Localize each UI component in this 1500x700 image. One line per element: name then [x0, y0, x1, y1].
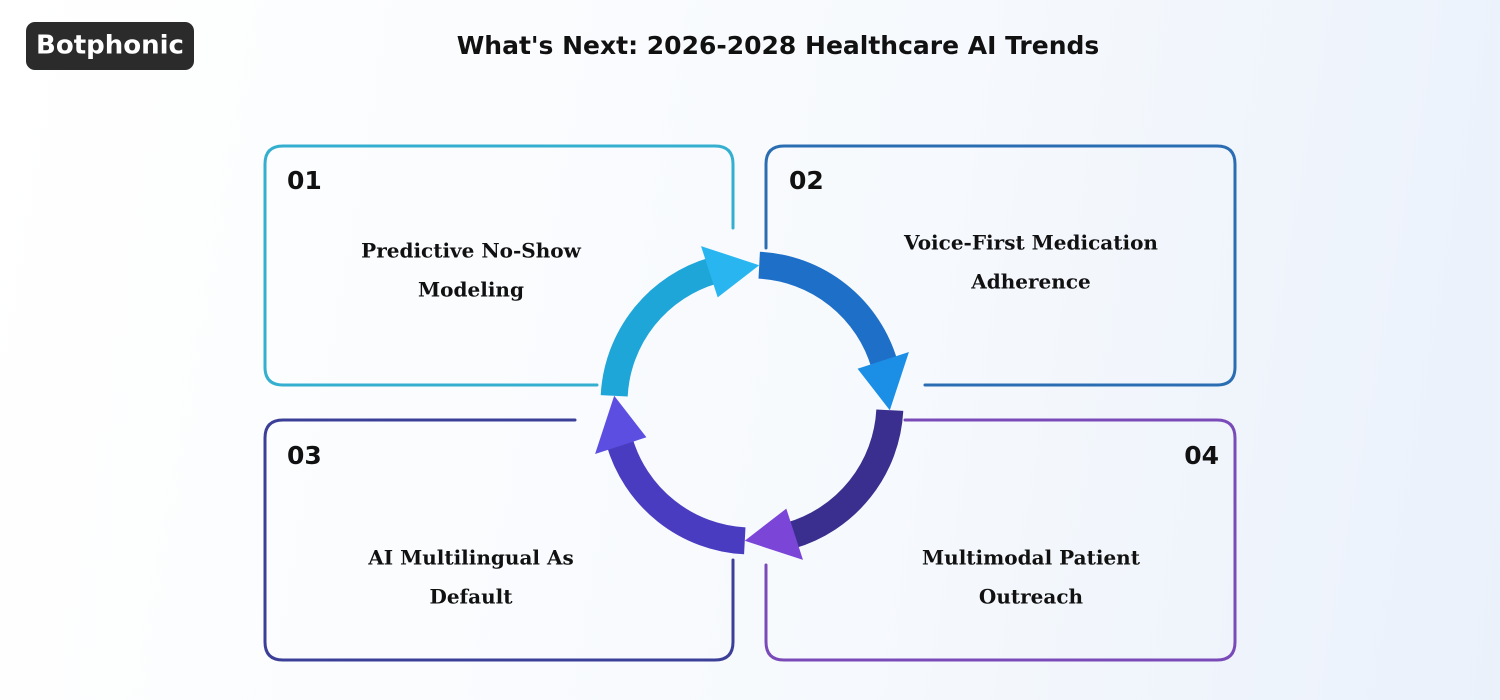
item-number: 01: [287, 166, 322, 195]
item-number: 04: [1184, 441, 1219, 470]
item-label: AI Multilingual As: [367, 546, 574, 570]
cycle-ring: [595, 246, 909, 560]
item-label: Predictive No-Show: [361, 239, 581, 263]
ring-arrow: [606, 437, 746, 555]
ring-arrow: [744, 508, 803, 560]
item-label: Default: [429, 585, 513, 609]
ring-arrow: [786, 409, 904, 549]
ring-arrow: [595, 395, 647, 454]
ring-arrow: [600, 257, 718, 397]
item-number: 03: [287, 441, 322, 470]
logo-badge: [26, 22, 194, 70]
ring-arrow: [857, 352, 909, 411]
card-border: [764, 144, 1237, 387]
ring-arrow: [758, 251, 898, 369]
card-border: [263, 144, 735, 387]
item-label: Modeling: [418, 278, 524, 302]
card-border: [263, 418, 735, 662]
item-label: Voice-First Medication: [903, 231, 1158, 255]
logo: Botphonic: [36, 31, 184, 61]
item-label: Adherence: [970, 270, 1090, 294]
item-label: Multimodal Patient: [922, 546, 1141, 570]
card-border: [764, 418, 1237, 662]
ring-arrow: [701, 246, 760, 298]
title: What's Next: 2026-2028 Healthcare AI Tre…: [457, 31, 1100, 60]
item-label: Outreach: [979, 585, 1084, 609]
item-number: 02: [789, 166, 824, 195]
